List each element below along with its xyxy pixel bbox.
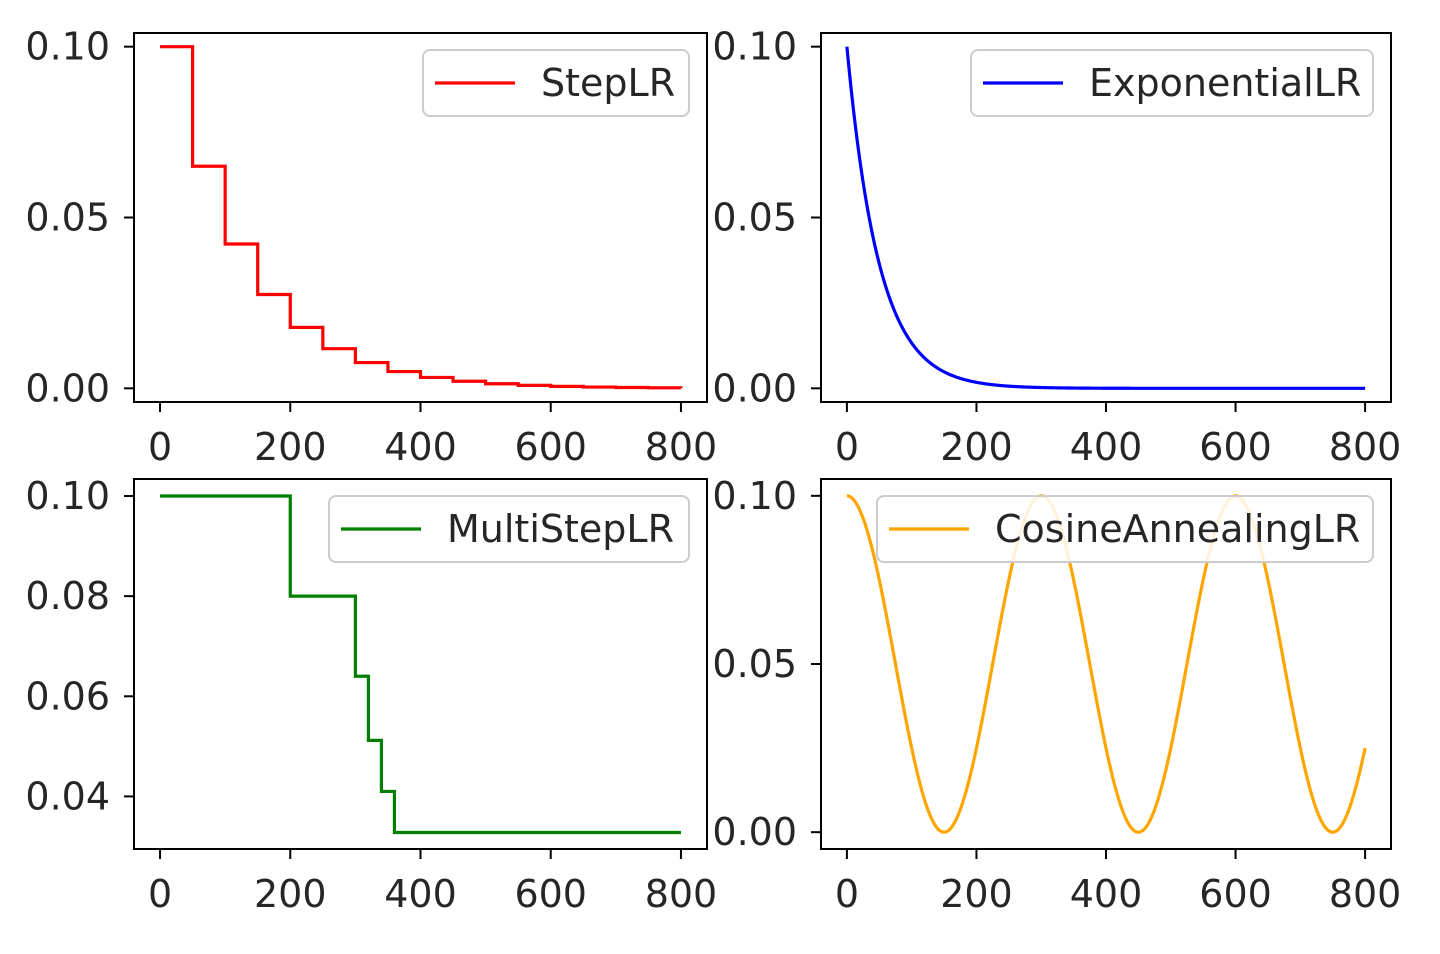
x-tick-label: 200	[254, 425, 327, 469]
subplot-multisteplr: 0 200 400 600 800 0.04 0.06 0.08 0.10 MultiStepLR	[25, 474, 717, 916]
y-tick-label: 0.05	[712, 196, 797, 240]
x-tick-label: 600	[1199, 872, 1272, 916]
x-tick-label: 600	[514, 425, 587, 469]
legend: StepLR	[422, 49, 690, 117]
subplot-cosineannealinglr: 0 200 400 600 800 0.00 0.05 0.10 CosineAnnealing…	[712, 474, 1401, 916]
y-tick-label: 0.00	[712, 810, 797, 854]
y-tick-label: 0.10	[25, 474, 110, 518]
legend-label: ExponentialLR	[1089, 61, 1361, 105]
x-tick-label: 0	[148, 425, 172, 469]
series-line-steplr	[160, 45, 683, 390]
x-tick-label: 0	[835, 872, 859, 916]
y-tick-label: 0.05	[25, 196, 110, 240]
x-tick-label: 400	[1070, 425, 1143, 469]
x-tick-label: 0	[835, 425, 859, 469]
y-tick-label: 0.00	[712, 366, 797, 410]
legend-box	[422, 49, 690, 117]
x-tick-label: 400	[384, 872, 457, 916]
x-tick-label: 600	[514, 872, 587, 916]
x-tick-label: 400	[384, 425, 457, 469]
subplot-steplr: 0 200 400 600 800 0.00 0.05 0.10 StepLR	[25, 25, 717, 469]
y-tick-label: 0.00	[25, 366, 110, 410]
x-tick-label: 400	[1070, 872, 1143, 916]
subplot-exponentiallr: 0 200 400 600 800 0.00 0.05 0.10 ExponentialLR	[712, 25, 1401, 469]
series-line-multisteplr	[160, 494, 681, 835]
x-tick-label: 800	[645, 872, 718, 916]
y-tick-label: 0.05	[712, 642, 797, 686]
x-tick-label: 600	[1199, 425, 1272, 469]
legend-box	[328, 495, 690, 563]
series-line-exponentiallr	[845, 46, 1366, 390]
y-tick-label: 0.10	[712, 25, 797, 69]
legend-label: CosineAnnealingLR	[995, 507, 1360, 551]
x-tick-label: 200	[254, 872, 327, 916]
legend-box	[876, 495, 1374, 563]
legend: ExponentialLR	[970, 49, 1374, 117]
legend: CosineAnnealingLR	[876, 495, 1374, 563]
y-tick-label: 0.10	[25, 25, 110, 69]
y-tick-label: 0.08	[25, 574, 110, 618]
y-tick-label: 0.04	[25, 774, 110, 818]
legend-box	[970, 49, 1374, 117]
y-tick-label: 0.06	[25, 674, 110, 718]
x-tick-label: 800	[1329, 872, 1402, 916]
series-line-cosineannealinglr	[846, 494, 1367, 834]
legend-label: MultiStepLR	[447, 507, 674, 551]
x-tick-label: 0	[148, 872, 172, 916]
x-tick-label: 800	[645, 425, 718, 469]
legend: MultiStepLR	[328, 495, 690, 563]
y-tick-label: 0.10	[712, 474, 797, 518]
x-tick-label: 200	[940, 872, 1013, 916]
x-tick-label: 200	[940, 425, 1013, 469]
x-tick-label: 800	[1329, 425, 1402, 469]
legend-label: StepLR	[541, 61, 675, 105]
